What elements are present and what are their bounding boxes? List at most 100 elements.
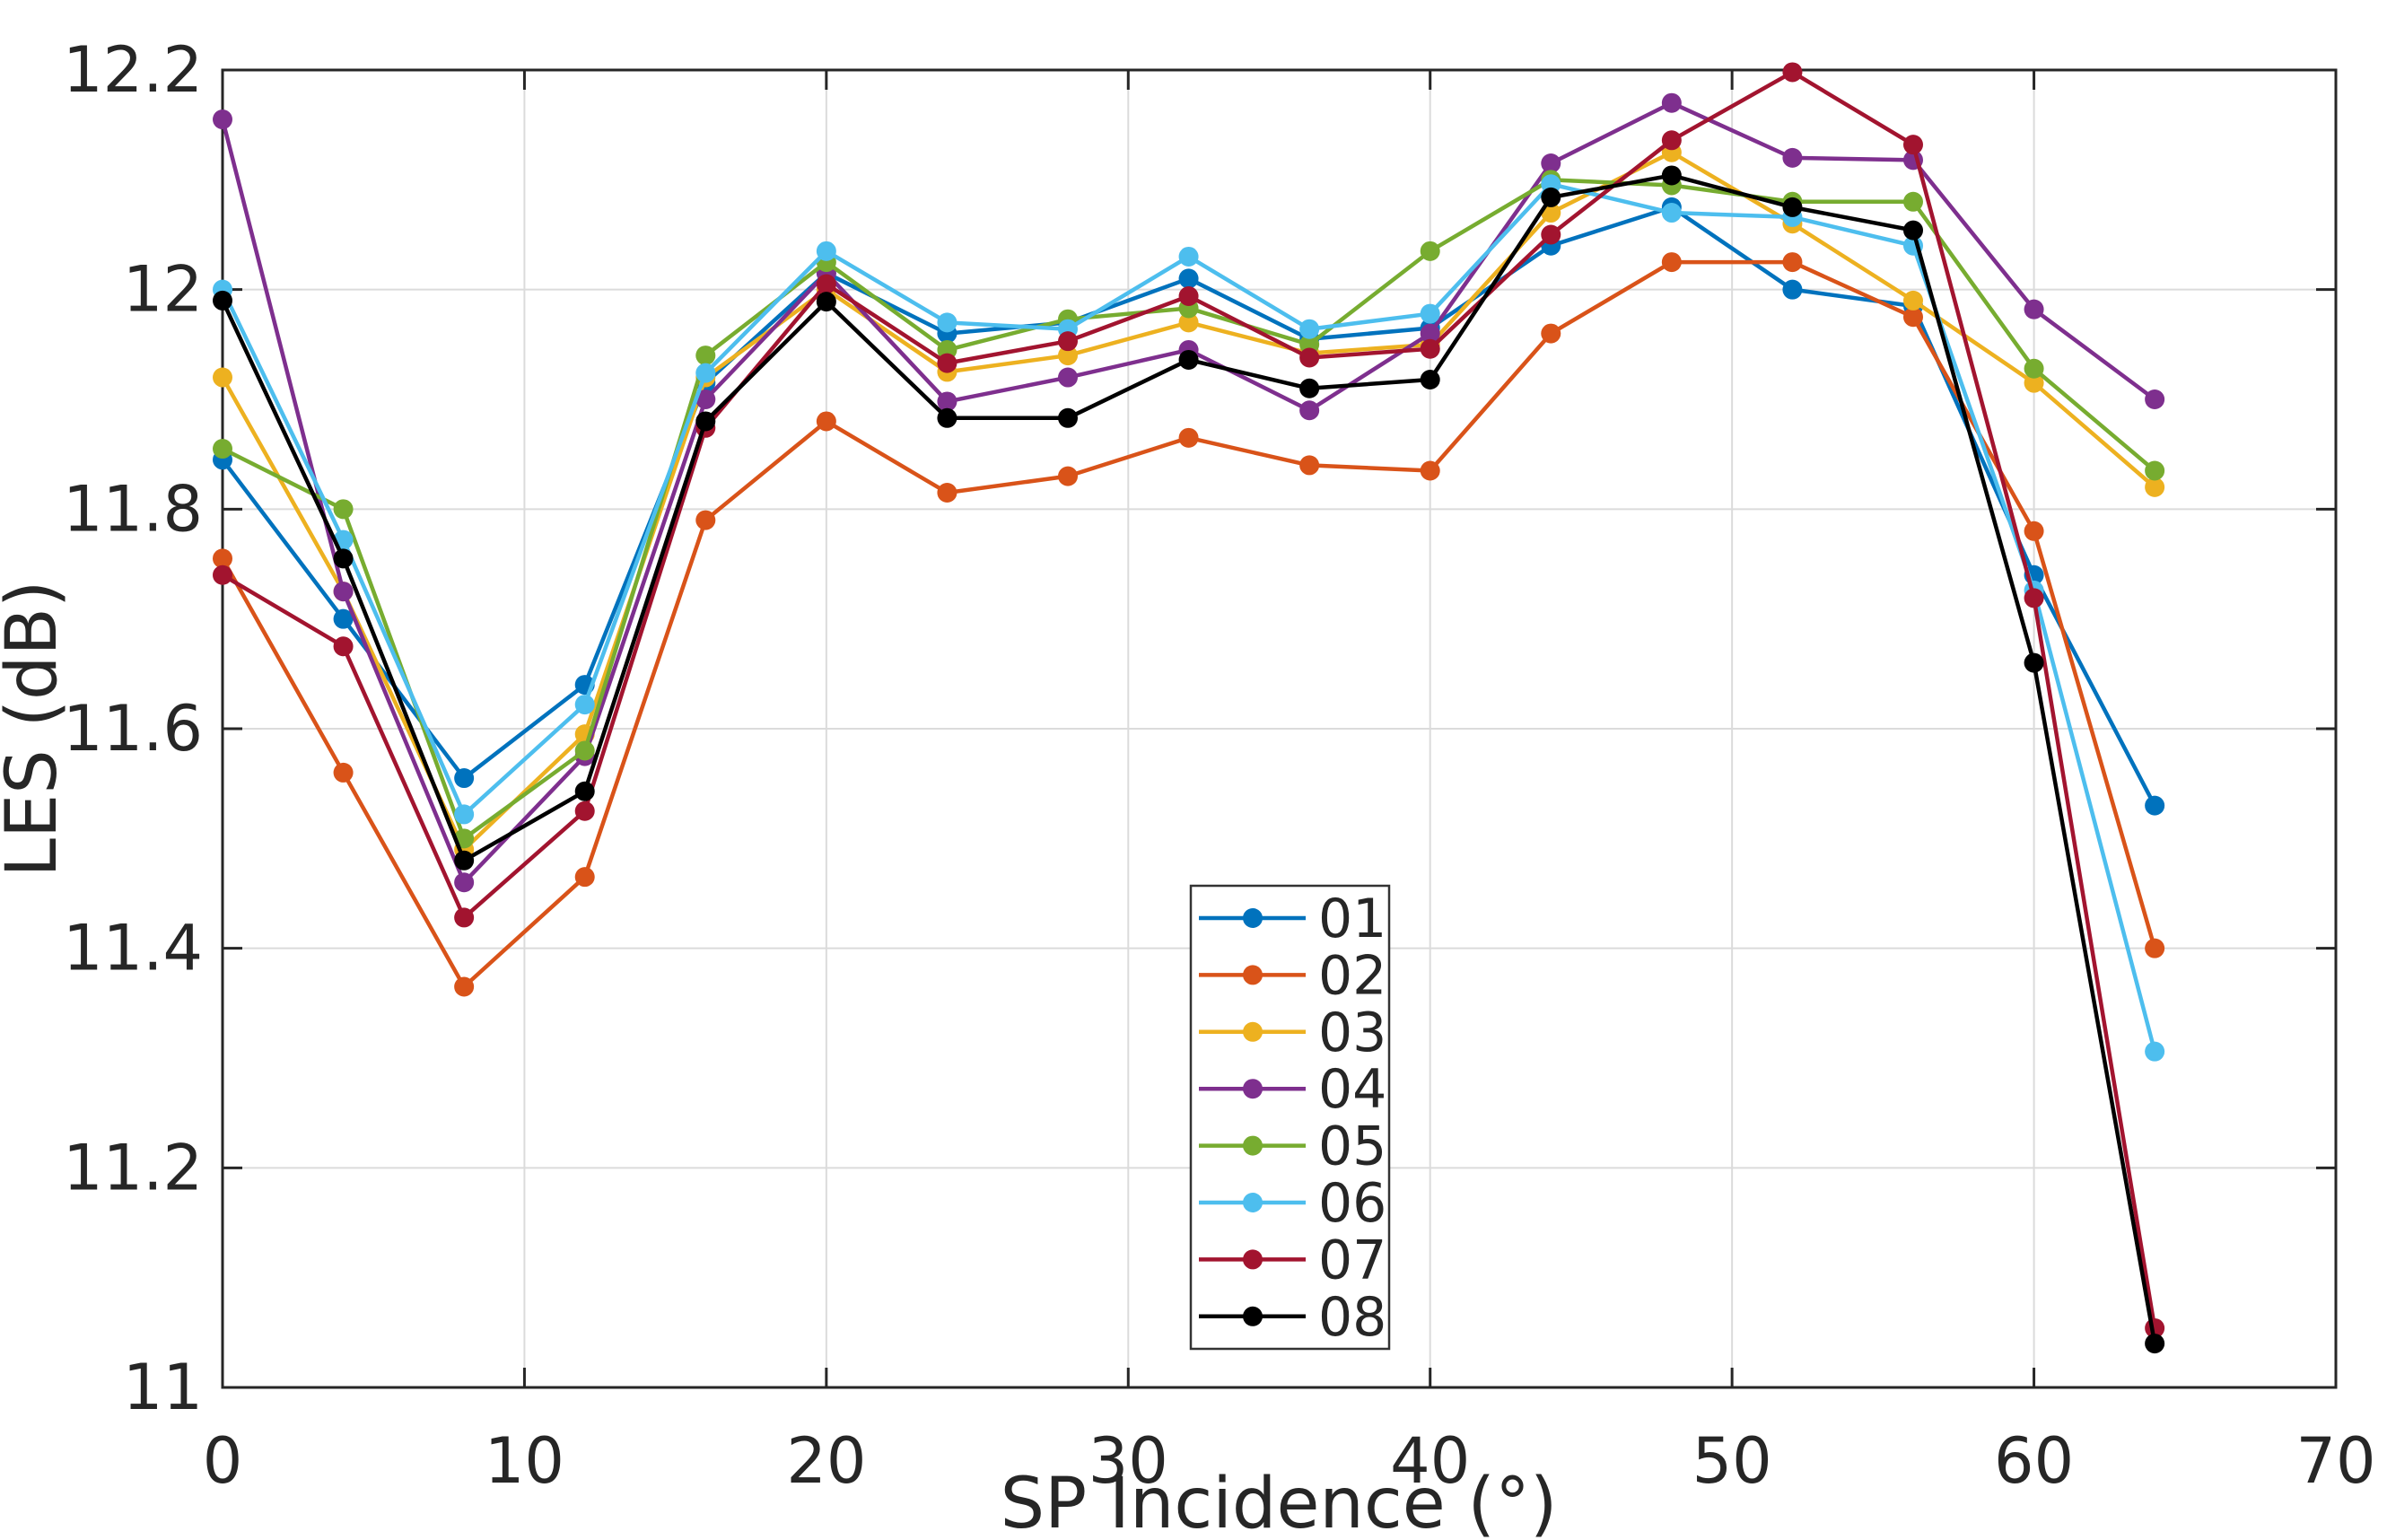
- x-tick-label: 40: [1390, 1424, 1470, 1498]
- data-point-07-x20: [816, 274, 836, 294]
- data-point-08-x32: [1178, 349, 1199, 370]
- series-07: [213, 62, 2165, 1338]
- data-point-06-x36: [1299, 319, 1320, 339]
- data-point-08-x4: [333, 548, 354, 569]
- data-point-07-x4: [333, 636, 354, 657]
- axis-labels: SP Incidence (°) LES (dB): [0, 581, 1557, 1540]
- data-point-07-x24: [937, 353, 957, 373]
- data-point-06-x8: [454, 804, 475, 825]
- data-point-08-x52: [1782, 197, 1803, 217]
- data-point-03-x60: [2024, 372, 2044, 393]
- data-point-02-x20: [816, 411, 836, 432]
- data-point-05-x16: [695, 346, 716, 366]
- data-point-08-x36: [1299, 378, 1320, 398]
- legend-label-06: 06: [1318, 1172, 1386, 1235]
- legend-item-04: 04: [1199, 1058, 1386, 1121]
- data-point-03-x64: [2145, 477, 2165, 497]
- data-point-07-x60: [2024, 588, 2044, 608]
- x-axis-label: SP Incidence (°): [1001, 1464, 1558, 1540]
- data-point-02-x60: [2024, 521, 2044, 541]
- data-point-04-x16: [695, 389, 716, 409]
- data-point-03-x0: [213, 367, 232, 388]
- data-point-06-x12: [574, 695, 595, 715]
- data-point-02-x12: [574, 867, 595, 888]
- x-tick-label: 70: [2295, 1424, 2375, 1498]
- legend-label-03: 03: [1318, 1002, 1386, 1064]
- data-point-04-x36: [1299, 400, 1320, 421]
- legend-item-01: 01: [1199, 888, 1386, 950]
- data-point-02-x28: [1058, 466, 1078, 486]
- data-point-06-x40: [1420, 303, 1440, 324]
- data-point-07-x40: [1420, 338, 1440, 359]
- legend-item-08: 08: [1199, 1286, 1386, 1349]
- data-point-02-x8: [454, 976, 475, 997]
- x-tick-label: 50: [1692, 1424, 1772, 1498]
- x-tick-label: 10: [485, 1424, 564, 1498]
- data-point-05-x4: [333, 499, 354, 520]
- grid-lines: [222, 69, 2337, 1388]
- data-series: [213, 62, 2165, 1354]
- y-tick-label: 11.4: [63, 912, 203, 985]
- data-point-07-x44: [1541, 224, 1561, 245]
- data-point-08-x20: [816, 292, 836, 312]
- data-point-07-x36: [1299, 347, 1320, 368]
- data-point-02-x36: [1299, 455, 1320, 476]
- data-point-05-x64: [2145, 460, 2165, 481]
- data-point-04-x8: [454, 872, 475, 893]
- y-tick-label: 11.8: [63, 472, 203, 546]
- legend-item-02: 02: [1199, 944, 1386, 1007]
- legend-box: [1189, 884, 1391, 1351]
- x-tick-label: 30: [1089, 1424, 1168, 1498]
- data-point-08-x12: [574, 781, 595, 801]
- data-point-06-x20: [816, 241, 836, 261]
- data-point-08-x44: [1541, 187, 1561, 207]
- series-line-02: [220, 259, 2157, 989]
- legend-marker-05: [1243, 1135, 1263, 1156]
- data-point-08-x64: [2145, 1334, 2165, 1354]
- data-point-05-x0: [213, 439, 232, 459]
- data-point-07-x52: [1782, 62, 1803, 83]
- legend-marker-03: [1243, 1021, 1263, 1042]
- y-tick-label: 12.2: [63, 33, 203, 107]
- legend-label-04: 04: [1318, 1058, 1386, 1121]
- data-point-07-x48: [1661, 130, 1682, 151]
- data-point-08-x60: [2024, 652, 2044, 673]
- data-point-08-x28: [1058, 407, 1078, 428]
- legend-item-03: 03: [1199, 1002, 1386, 1064]
- data-point-02-x40: [1420, 460, 1440, 481]
- data-point-04-x48: [1661, 92, 1682, 113]
- data-point-06-x64: [2145, 1041, 2165, 1062]
- data-point-05-x40: [1420, 241, 1440, 261]
- data-point-01-x64: [2145, 795, 2165, 816]
- data-point-06-x24: [937, 312, 957, 333]
- data-point-07-x12: [574, 801, 595, 821]
- y-tick-label: 12: [123, 253, 203, 327]
- series-06: [213, 174, 2165, 1062]
- y-tick-label: 11: [123, 1351, 203, 1424]
- legend-label-02: 02: [1318, 944, 1386, 1007]
- data-point-04-x44: [1541, 153, 1561, 173]
- data-point-07-x0: [213, 564, 232, 585]
- data-point-04-x40: [1420, 323, 1440, 344]
- data-point-03-x28: [1058, 346, 1078, 366]
- data-point-04-x0: [213, 109, 232, 130]
- data-point-04-x60: [2024, 299, 2044, 319]
- x-tick-label: 0: [203, 1424, 243, 1498]
- data-point-05-x12: [574, 740, 595, 761]
- data-point-08-x16: [695, 411, 716, 432]
- data-point-02-x44: [1541, 323, 1561, 344]
- series-08: [213, 165, 2165, 1354]
- data-point-08-x0: [213, 290, 232, 311]
- legend-marker-08: [1243, 1306, 1263, 1326]
- data-point-04-x24: [937, 391, 957, 412]
- data-point-02-x32: [1178, 427, 1199, 448]
- legend-marker-01: [1243, 908, 1263, 928]
- data-point-02-x16: [695, 510, 716, 530]
- legend-marker-04: [1243, 1079, 1263, 1099]
- data-point-07-x8: [454, 907, 475, 928]
- y-axis-label: LES (dB): [0, 581, 73, 878]
